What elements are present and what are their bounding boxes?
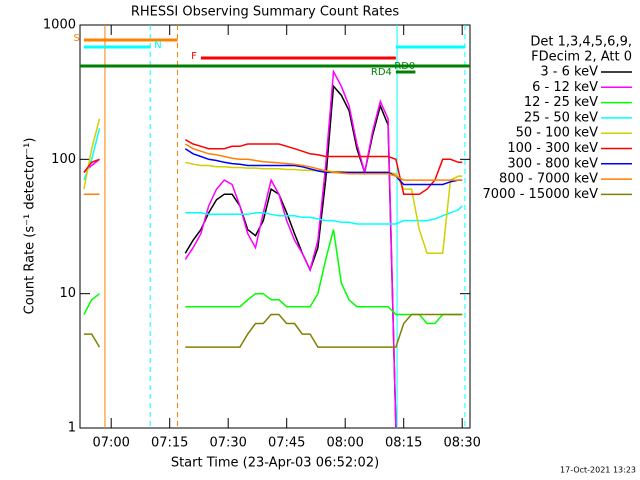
x-tick-label: 07:00 [92,436,129,451]
y-tick-label: 10 [59,286,76,301]
x-tick-label: 08:00 [326,436,363,451]
series-line [184,84,397,429]
series-line [83,148,463,195]
x-tick-label: 07:30 [209,436,246,451]
y-tick-label: 100 [51,152,76,167]
series-line [83,139,463,195]
chart-title: RHESSI Observing Summary Count Rates [131,5,400,20]
flag-label: F [191,51,197,62]
plot-frame [79,24,471,429]
legend-label: 6 - 12 keV [532,80,598,95]
flag-label: S [74,33,80,44]
series-line [83,69,397,429]
flag-label: RD0 [394,61,415,72]
y-axis-label: Count Rate (s⁻¹ detector⁻¹) [23,138,38,315]
x-tick-label: 08:30 [443,436,480,451]
series-line [83,143,463,195]
legend-label: 7000 - 15000 keV [483,187,599,202]
x-tick-label: 07:45 [268,436,305,451]
flag-label: RD4 [371,67,392,78]
legend-title: Det 1,3,4,5,6,9, [530,35,632,50]
series-line [83,229,463,325]
legend-label: 100 - 300 keV [507,141,598,156]
footer: 17-Oct-2021 13:23 [560,466,636,475]
y-tick-label: 1 [68,421,76,436]
x-axis-label: Start Time (23-Apr-03 06:52:02) [171,456,379,471]
x-tick-label: 08:15 [385,436,422,451]
legend-title: FDecim 2, Att 0 [531,50,632,65]
y-tick-label: 1000 [43,18,76,33]
legend-label: 12 - 25 keV [524,95,598,110]
series-line [83,128,463,225]
legend-label: 25 - 50 keV [524,110,598,125]
series-line [83,313,463,348]
legend-label: 300 - 800 keV [507,156,598,171]
series-line [83,118,463,254]
legend-label: 3 - 6 keV [540,65,598,80]
x-tick-label: 07:15 [151,436,188,451]
flag-label: N [154,40,161,51]
legend-label: 800 - 7000 keV [499,172,598,187]
legend-label: 50 - 100 keV [516,126,599,141]
